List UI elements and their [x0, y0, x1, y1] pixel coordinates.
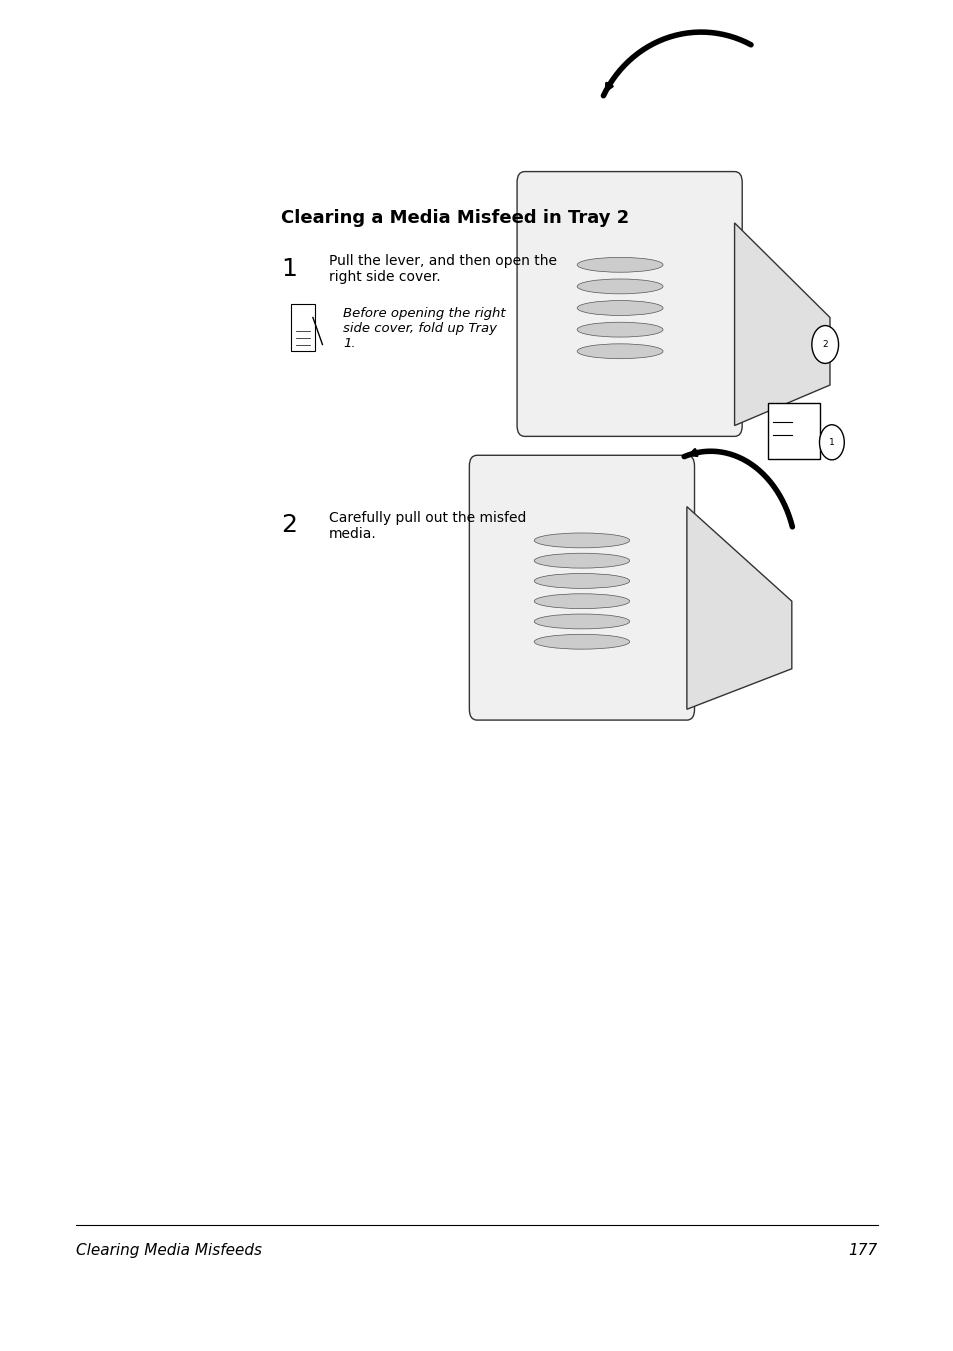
- Text: 2: 2: [281, 513, 297, 538]
- FancyBboxPatch shape: [517, 172, 741, 436]
- Text: 177: 177: [847, 1243, 877, 1258]
- Ellipse shape: [577, 257, 662, 272]
- Ellipse shape: [577, 280, 662, 295]
- Ellipse shape: [577, 323, 662, 338]
- Ellipse shape: [534, 532, 629, 549]
- FancyBboxPatch shape: [767, 403, 820, 459]
- Polygon shape: [686, 507, 791, 709]
- Text: Clearing a Media Misfeed in Tray 2: Clearing a Media Misfeed in Tray 2: [281, 209, 629, 227]
- Ellipse shape: [534, 594, 629, 609]
- Circle shape: [819, 424, 843, 459]
- Ellipse shape: [534, 615, 629, 630]
- Text: 1: 1: [281, 257, 297, 281]
- Ellipse shape: [534, 573, 629, 589]
- FancyBboxPatch shape: [469, 455, 694, 720]
- Circle shape: [811, 326, 838, 363]
- Text: 2: 2: [821, 340, 827, 349]
- Polygon shape: [734, 223, 829, 426]
- Text: 1: 1: [828, 438, 834, 447]
- Text: Pull the lever, and then open the
right side cover.: Pull the lever, and then open the right …: [329, 254, 557, 284]
- Text: Before opening the right
side cover, fold up Tray
1.: Before opening the right side cover, fol…: [343, 307, 505, 350]
- Text: Clearing Media Misfeeds: Clearing Media Misfeeds: [76, 1243, 262, 1258]
- FancyBboxPatch shape: [291, 304, 314, 351]
- Ellipse shape: [534, 635, 629, 650]
- Text: Carefully pull out the misfed
media.: Carefully pull out the misfed media.: [329, 511, 526, 540]
- Ellipse shape: [534, 554, 629, 569]
- Ellipse shape: [577, 301, 662, 316]
- Ellipse shape: [577, 343, 662, 359]
